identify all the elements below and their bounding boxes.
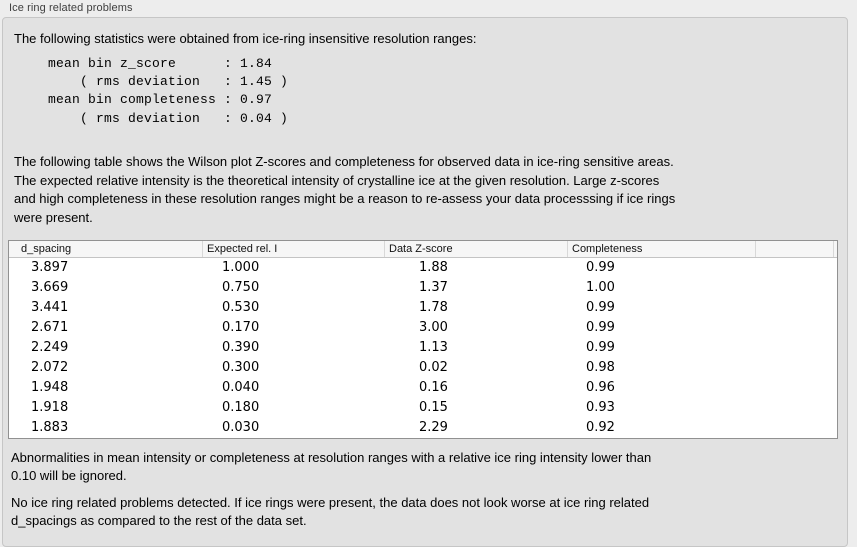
table-cell: 2.671 [31, 320, 69, 335]
table-cell: 0.390 [222, 340, 260, 355]
description-text: The following table shows the Wilson plo… [14, 154, 676, 226]
stats-block: mean bin z_score : 1.84 ( rms deviation … [48, 56, 289, 126]
table-cell: 2.29 [419, 420, 448, 435]
column-header-data-z-score[interactable]: Data Z-score [385, 241, 568, 257]
table-row[interactable]: 2.072 0.300 0.02 0.98 [9, 358, 837, 378]
table-cell: 0.180 [222, 400, 260, 415]
table-cell: 0.96 [586, 380, 615, 395]
table-cell: 1.948 [31, 380, 69, 395]
table-cell: 0.040 [222, 380, 260, 395]
table-row[interactable]: 1.948 0.040 0.16 0.96 [9, 378, 837, 398]
table-row[interactable]: 2.249 0.390 1.13 0.99 [9, 338, 837, 358]
table-cell: 3.441 [31, 300, 69, 315]
table-cell: 0.93 [586, 400, 615, 415]
table-cell: 1.000 [222, 260, 260, 275]
table-cell: 2.072 [31, 360, 69, 375]
table-cell: 1.00 [586, 280, 615, 295]
table-cell: 0.530 [222, 300, 260, 315]
table-cell: 3.897 [31, 260, 69, 275]
table-header: d_spacing Expected rel. I Data Z-score C… [9, 241, 837, 258]
table-cell: 0.99 [586, 260, 615, 275]
conclusion-note: No ice ring related problems detected. I… [11, 495, 650, 528]
panel-title: Ice ring related problems [9, 2, 133, 14]
column-header-filler [834, 241, 837, 257]
table-cell: 0.15 [419, 400, 448, 415]
column-header-expected-rel-i[interactable]: Expected rel. I [203, 241, 385, 257]
table-row[interactable]: 2.671 0.170 3.00 0.99 [9, 318, 837, 338]
table-row[interactable]: 3.441 0.530 1.78 0.99 [9, 298, 837, 318]
table-cell: 0.750 [222, 280, 260, 295]
table-cell: 0.99 [586, 300, 615, 315]
table-cell: 0.98 [586, 360, 615, 375]
table-body: 3.897 1.000 1.88 0.99 3.669 0.750 1.37 1.00 3.44… [9, 258, 837, 438]
table-cell: 1.37 [419, 280, 448, 295]
table-cell: 0.99 [586, 320, 615, 335]
ice-ring-table[interactable]: d_spacing Expected rel. I Data Z-score C… [8, 240, 838, 439]
table-cell: 1.88 [419, 260, 448, 275]
table-cell: 0.16 [419, 380, 448, 395]
table-cell: 0.02 [419, 360, 448, 375]
intro-text: The following statistics were obtained f… [14, 31, 477, 46]
table-cell: 1.13 [419, 340, 448, 355]
table-row[interactable]: 3.669 0.750 1.37 1.00 [9, 278, 837, 298]
table-row[interactable]: 1.883 0.030 2.29 0.92 [9, 418, 837, 438]
ignore-note: Abnormalities in mean intensity or compl… [11, 450, 652, 483]
table-cell: 1.918 [31, 400, 69, 415]
table-cell: 3.669 [31, 280, 69, 295]
table-cell: 1.883 [31, 420, 69, 435]
table-row[interactable]: 1.918 0.180 0.15 0.93 [9, 398, 837, 418]
table-cell: 3.00 [419, 320, 448, 335]
table-cell: 0.300 [222, 360, 260, 375]
column-header-d-spacing[interactable]: d_spacing [9, 241, 203, 257]
table-cell: 0.99 [586, 340, 615, 355]
column-header-completeness[interactable]: Completeness [568, 241, 756, 257]
table-cell: 2.249 [31, 340, 69, 355]
table-cell: 0.92 [586, 420, 615, 435]
column-header-empty[interactable] [756, 241, 834, 257]
table-cell: 0.030 [222, 420, 260, 435]
table-row[interactable]: 3.897 1.000 1.88 0.99 [9, 258, 837, 278]
table-cell: 0.170 [222, 320, 260, 335]
table-cell: 1.78 [419, 300, 448, 315]
